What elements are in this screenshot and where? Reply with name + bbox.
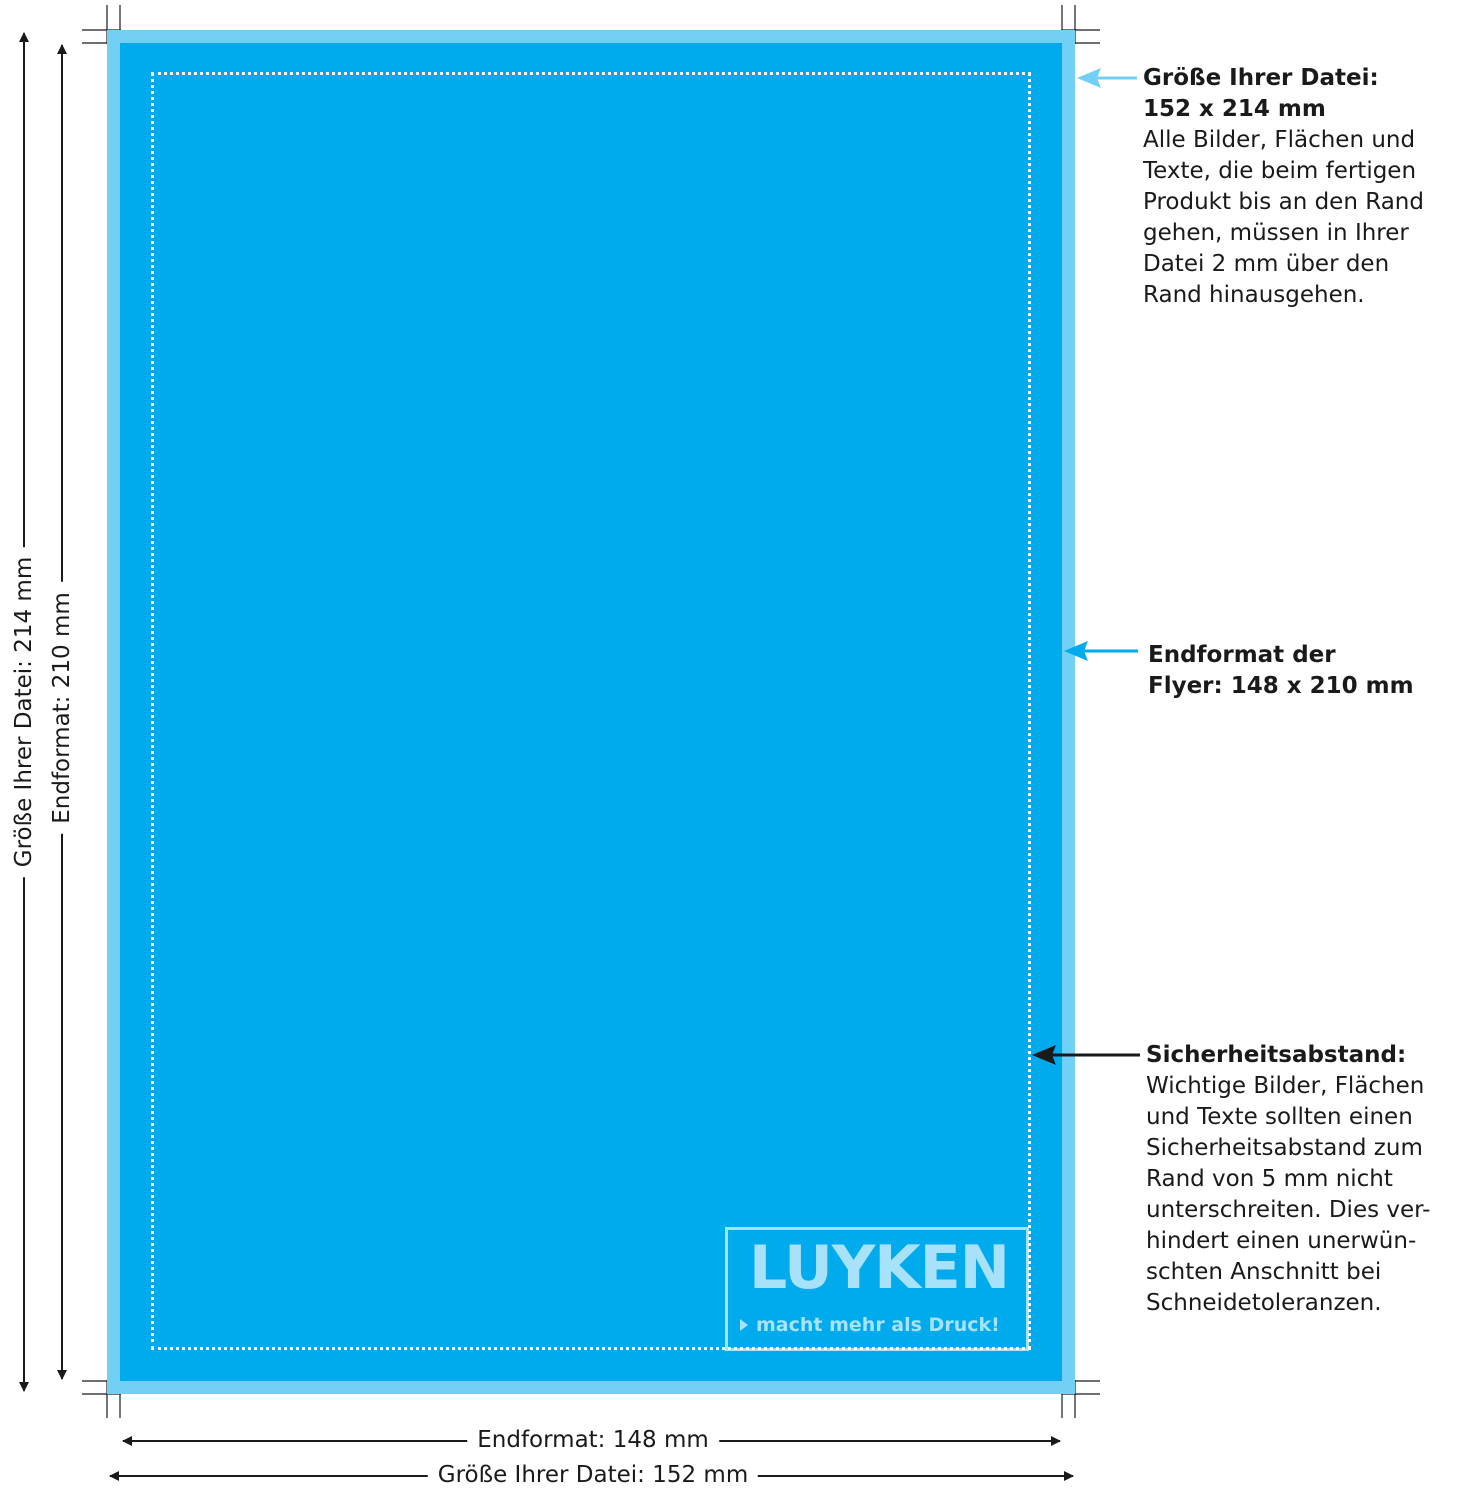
callout-file-size-subtitle: 152 x 214 mm — [1143, 94, 1458, 125]
callout-safety-body: Wichtige Bilder, Flächen und Texte sollt… — [1146, 1071, 1460, 1319]
callout-file-size-title: Größe Ihrer Datei: — [1143, 63, 1458, 94]
label-width-trim: Endformat: 148 mm — [467, 1425, 719, 1455]
arrow-file-size — [1077, 68, 1137, 88]
label-height-file: Größe Ihrer Datei: 214 mm — [9, 547, 39, 877]
label-height-trim: Endformat: 210 mm — [47, 582, 77, 834]
callout-safety: Sicherheitsabstand: Wichtige Bilder, Flä… — [1146, 1040, 1460, 1319]
callout-file-size: Größe Ihrer Datei: 152 x 214 mm Alle Bil… — [1143, 63, 1458, 311]
callout-end-format-title: Endformat der — [1148, 640, 1460, 671]
callout-end-format-subtitle: Flyer: 148 x 210 mm — [1148, 671, 1460, 702]
label-width-file: Größe Ihrer Datei: 152 mm — [428, 1460, 758, 1490]
arrow-safety — [1032, 1045, 1140, 1065]
callout-file-size-body: Alle Bilder, Flächen und Texte, die beim… — [1143, 125, 1458, 311]
callout-end-format: Endformat der Flyer: 148 x 210 mm — [1148, 640, 1460, 702]
callout-safety-title: Sicherheitsabstand: — [1146, 1040, 1460, 1071]
arrow-end-format — [1064, 641, 1138, 661]
